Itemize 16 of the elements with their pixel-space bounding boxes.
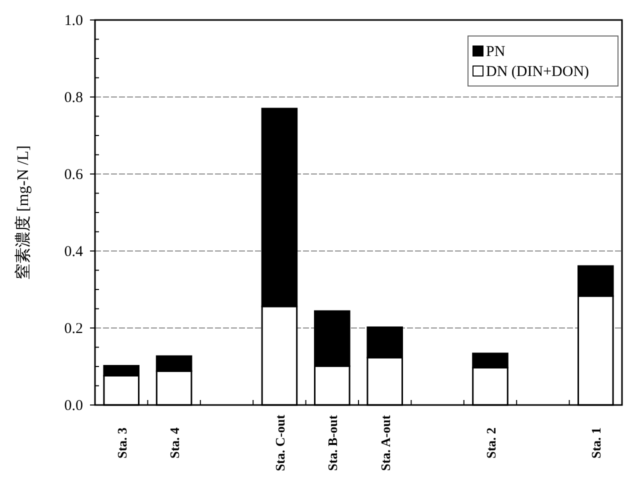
y-tick-label: 0.8: [64, 90, 83, 106]
x-tick-label: Sta. 4: [167, 426, 182, 459]
legend-label: DN (DIN+DON): [486, 64, 590, 80]
y-tick-label: 1.0: [64, 13, 83, 29]
x-tick-label: Sta. 1: [588, 427, 604, 459]
y-tick-label: 0.0: [64, 398, 83, 414]
y-tick-label: 0.2: [64, 321, 83, 337]
y-tick-label: 0.6: [64, 167, 84, 183]
x-tick-label: Sta. 2: [483, 427, 498, 459]
y-axis-title: 窒素濃度 [mg-N /L]: [14, 145, 32, 280]
y-tick-label: 0.4: [64, 244, 84, 260]
legend-label: PN: [486, 44, 506, 60]
x-tick-label: Sta. A-out: [378, 414, 393, 471]
x-tick-label: Sta. B-out: [325, 414, 340, 471]
x-tick-label: Sta. 3: [114, 426, 130, 459]
x-tick-label: Sta. C-out: [272, 414, 288, 472]
